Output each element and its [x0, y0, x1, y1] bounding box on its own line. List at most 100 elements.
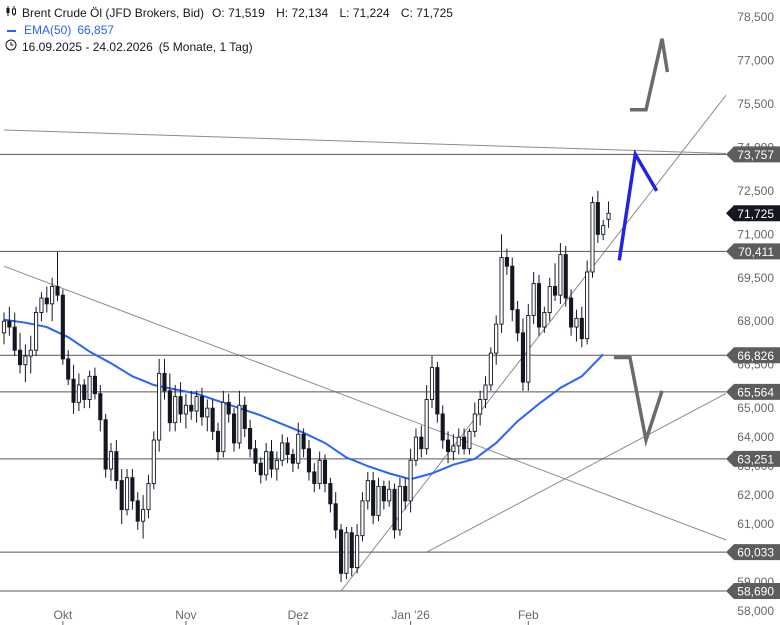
clock-icon — [4, 39, 18, 56]
trend-line — [3, 265, 754, 551]
candle-body — [446, 439, 451, 453]
level-badge-label: 73,757 — [737, 148, 774, 162]
candle-body — [258, 462, 263, 476]
candle-body — [360, 500, 365, 537]
projections — [613, 38, 670, 448]
candle-body — [547, 286, 552, 314]
candle-body — [392, 488, 397, 531]
blue-projection-path — [617, 149, 659, 261]
candle-body — [478, 399, 483, 415]
candle-body — [215, 430, 221, 453]
symbol-name: Brent Crude Öl (JFD Brokers, Bid) — [22, 6, 205, 20]
candle-body — [526, 314, 531, 383]
gray-up-projection-path — [629, 38, 670, 112]
candle-body — [542, 312, 547, 328]
y-axis-background — [726, 0, 780, 625]
candle-body — [435, 367, 440, 415]
candle-body — [178, 396, 183, 415]
x-tick-label: Jan '26 — [391, 608, 430, 622]
ohlc-values: O: 71,519 H: 72,134 L: 71,224 C: 71,725 — [204, 5, 453, 22]
y-tick-label: 61,000 — [737, 517, 774, 531]
open-value: 71,519 — [228, 6, 265, 20]
candle-body — [1, 320, 7, 334]
level-badge-marker — [726, 544, 780, 561]
last-price-badge-label: 71,725 — [737, 207, 774, 221]
candle-body — [413, 436, 419, 461]
level-badge-label: 66,826 — [737, 349, 774, 363]
candle-body — [472, 413, 477, 432]
high-value: 72,134 — [291, 6, 329, 20]
level-badge-marker — [726, 347, 780, 364]
level-badge-label: 58,690 — [737, 585, 774, 599]
level-badge-marker — [726, 383, 780, 400]
y-tick-label: 69,500 — [737, 271, 774, 285]
level-badge-marker — [726, 450, 780, 467]
candle-body — [483, 384, 488, 400]
candle-body — [585, 271, 590, 340]
candle-body — [108, 451, 114, 470]
candle-body — [590, 201, 595, 273]
candle-body — [424, 399, 429, 450]
ema-label: EMA(50) — [24, 23, 72, 37]
level-badge-label: 70,411 — [738, 245, 774, 259]
chart-legend: Brent Crude Öl (JFD Brokers, Bid) O: 71,… — [4, 5, 453, 56]
candle-body — [595, 201, 600, 235]
candle-body — [39, 297, 44, 314]
candle-body — [151, 439, 156, 484]
candle-body — [237, 404, 242, 444]
candle-body — [536, 283, 542, 328]
candle-body — [376, 485, 381, 516]
candle-body — [306, 448, 312, 473]
candle-body — [98, 393, 103, 421]
candle-body — [226, 401, 231, 415]
candle-body — [301, 433, 306, 450]
y-axis: 78,50077,00075,50074,00072,50071,00069,5… — [726, 0, 780, 625]
high-label: H: — [276, 6, 289, 20]
y-tick-label: 71,000 — [737, 227, 774, 241]
candle-body — [157, 372, 162, 441]
candle-body — [515, 309, 520, 334]
candle-body — [371, 480, 376, 516]
candle-body — [60, 294, 65, 360]
candle-body — [285, 442, 290, 455]
level-badge-label: 63,251 — [737, 452, 774, 466]
candle-body — [66, 358, 71, 380]
candle-body — [248, 428, 253, 450]
candle-body — [381, 485, 386, 502]
level-badge-marker — [726, 243, 780, 260]
y-tick-label: 72,500 — [737, 184, 774, 198]
candle-body — [504, 257, 509, 267]
trend-line — [3, 129, 754, 155]
candle-body — [242, 404, 247, 429]
candle-body — [135, 500, 140, 522]
candle-body — [167, 390, 172, 424]
candle-body — [44, 297, 49, 305]
candle-body — [451, 445, 456, 453]
candle-body — [18, 349, 23, 366]
candle-body — [563, 254, 568, 299]
y-tick-label: 65,000 — [737, 401, 774, 415]
x-tick-label: Dez — [288, 608, 309, 622]
candle-body — [569, 297, 574, 328]
legend-ema-row: EMA(50) 66,857 — [4, 22, 453, 39]
candle-body — [87, 375, 92, 400]
candle-body — [103, 419, 108, 470]
candle-body — [558, 254, 563, 296]
candle-body — [290, 454, 295, 464]
candle-body — [55, 286, 60, 296]
candle-body — [606, 212, 611, 220]
candle-body — [601, 225, 606, 235]
candle-body — [403, 485, 408, 502]
candle-body — [130, 477, 135, 502]
candle-body — [510, 265, 515, 311]
y-tick-label: 68,000 — [737, 314, 774, 328]
candle-body — [387, 488, 392, 502]
candle-body — [162, 372, 167, 392]
close-value: 71,725 — [416, 6, 453, 20]
price-badges: 73,757 70,411 66,826 65,564 63,251 60,033 58,6… — [726, 146, 780, 600]
candle-body — [296, 433, 301, 464]
candle-body — [397, 485, 402, 531]
candle-body — [317, 459, 322, 484]
